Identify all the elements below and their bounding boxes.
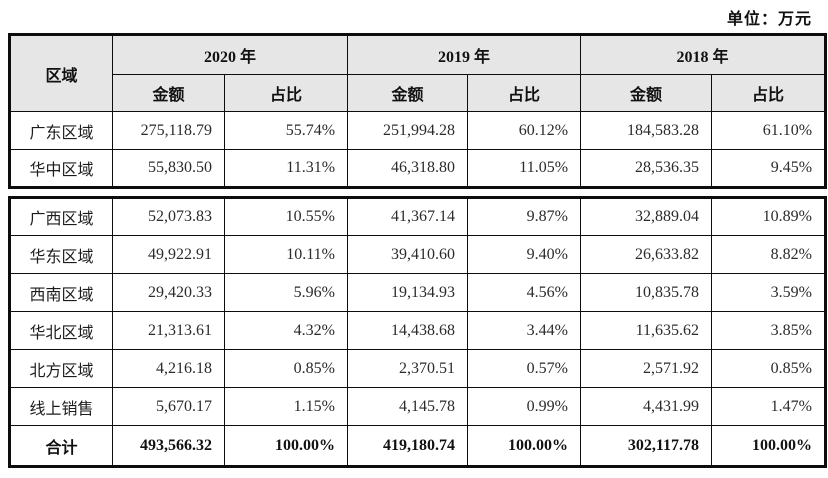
header-amount-2019: 金额 (347, 74, 469, 112)
region-cell: 北方区域 (9, 349, 113, 388)
region-cell: 西南区域 (9, 273, 113, 312)
total-label-cell: 合计 (9, 425, 113, 467)
ratio-cell: 3.85% (711, 311, 826, 350)
amount-cell: 29,420.33 (112, 273, 225, 312)
amount-cell: 28,536.35 (580, 149, 713, 188)
amount-cell: 55,830.50 (112, 149, 225, 188)
amount-cell: 4,216.18 (112, 349, 225, 388)
table-row-online-sales: 线上销售 5,670.17 1.15% 4,145.78 0.99% 4,431… (9, 387, 826, 426)
ratio-cell: 0.99% (467, 387, 581, 426)
table-row-guangxi: 广西区域 52,073.83 10.55% 41,367.14 9.87% 32… (9, 197, 826, 236)
amount-cell: 4,431.99 (580, 387, 712, 426)
ratio-cell: 61.10% (711, 111, 827, 150)
table-row-beifang: 北方区域 4,216.18 0.85% 2,370.51 0.57% 2,571… (9, 349, 826, 388)
ratio-cell: 11.05% (467, 149, 582, 188)
header-year-2019: 2019 年 (347, 34, 582, 75)
amount-cell: 49,922.91 (112, 235, 225, 274)
header-amount-2018: 金额 (580, 74, 713, 112)
table-row-total: 合计 493,566.32 100.00% 419,180.74 100.00%… (9, 425, 826, 467)
region-cell: 华中区域 (9, 149, 113, 188)
total-ratio-cell: 100.00% (467, 425, 581, 467)
ratio-cell: 1.47% (711, 387, 826, 426)
header-ratio-2018: 占比 (711, 74, 827, 112)
ratio-cell: 0.85% (224, 349, 348, 388)
table-row-huadong: 华东区域 49,922.91 10.11% 39,410.60 9.40% 26… (9, 235, 826, 274)
header-ratio-2019: 占比 (467, 74, 582, 112)
ratio-cell: 5.96% (224, 273, 348, 312)
header-row-years: 区域 2020 年 2019 年 2018 年 (9, 34, 827, 112)
header-ratio-2020: 占比 (223, 74, 349, 112)
ratio-cell: 10.55% (224, 197, 348, 236)
amount-cell: 11,635.62 (580, 311, 712, 350)
unit-label: 单位：万元 (726, 11, 812, 28)
amount-cell: 184,583.28 (580, 111, 713, 150)
amount-cell: 19,134.93 (347, 273, 468, 312)
table-row-huazhong: 华中区域 55,830.50 11.31% 46,318.80 11.05% 2… (9, 149, 827, 188)
ratio-cell: 9.87% (467, 197, 581, 236)
amount-cell: 2,571.92 (580, 349, 712, 388)
region-cell: 线上销售 (9, 387, 113, 426)
ratio-cell: 0.85% (711, 349, 826, 388)
ratio-cell: 9.40% (467, 235, 581, 274)
regional-sales-table-part2: 广西区域 52,073.83 10.55% 41,367.14 9.87% 32… (8, 196, 827, 468)
regional-sales-table-part1: 区域 2020 年 2019 年 2018 年 金额 占比 金额 占比 金额 占… (8, 33, 828, 189)
total-amount-cell: 493,566.32 (112, 425, 225, 467)
ratio-cell: 10.11% (224, 235, 348, 274)
total-amount-cell: 419,180.74 (347, 425, 468, 467)
ratio-cell: 11.31% (223, 149, 349, 188)
ratio-cell: 4.32% (224, 311, 348, 350)
header-row-subheaders: 金额 占比 金额 占比 金额 占比 (10, 74, 827, 112)
amount-cell: 2,370.51 (347, 349, 468, 388)
amount-cell: 26,633.82 (580, 235, 712, 274)
header-year-2018: 2018 年 (580, 34, 827, 75)
amount-cell: 39,410.60 (347, 235, 468, 274)
ratio-cell: 8.82% (711, 235, 826, 274)
amount-cell: 4,145.78 (347, 387, 468, 426)
ratio-cell: 0.57% (467, 349, 581, 388)
header-region: 区域 (9, 34, 113, 112)
amount-cell: 10,835.78 (580, 273, 712, 312)
amount-cell: 21,313.61 (112, 311, 225, 350)
amount-cell: 5,670.17 (112, 387, 225, 426)
ratio-cell: 3.59% (711, 273, 826, 312)
region-cell: 华北区域 (9, 311, 113, 350)
header-amount-2020: 金额 (112, 74, 225, 112)
amount-cell: 14,438.68 (347, 311, 468, 350)
region-cell: 华东区域 (9, 235, 113, 274)
ratio-cell: 55.74% (223, 111, 349, 150)
total-amount-cell: 302,117.78 (580, 425, 712, 467)
table-row-huabei: 华北区域 21,313.61 4.32% 14,438.68 3.44% 11,… (9, 311, 826, 350)
ratio-cell: 10.89% (711, 197, 826, 236)
amount-cell: 251,994.28 (347, 111, 469, 150)
ratio-cell: 4.56% (467, 273, 581, 312)
amount-cell: 32,889.04 (580, 197, 712, 236)
ratio-cell: 60.12% (467, 111, 582, 150)
total-ratio-cell: 100.00% (224, 425, 348, 467)
header-year-2020: 2020 年 (111, 34, 349, 75)
table-row-xinan: 西南区域 29,420.33 5.96% 19,134.93 4.56% 10,… (9, 273, 826, 312)
ratio-cell: 1.15% (224, 387, 348, 426)
amount-cell: 275,118.79 (112, 111, 225, 150)
table-row-guangdong: 广东区域 275,118.79 55.74% 251,994.28 60.12%… (9, 111, 827, 150)
region-cell: 广西区域 (9, 197, 113, 236)
ratio-cell: 3.44% (467, 311, 581, 350)
region-cell: 广东区域 (9, 111, 113, 150)
ratio-cell: 9.45% (711, 149, 827, 188)
amount-cell: 41,367.14 (347, 197, 468, 236)
amount-cell: 52,073.83 (112, 197, 225, 236)
total-ratio-cell: 100.00% (711, 425, 826, 467)
amount-cell: 46,318.80 (347, 149, 469, 188)
